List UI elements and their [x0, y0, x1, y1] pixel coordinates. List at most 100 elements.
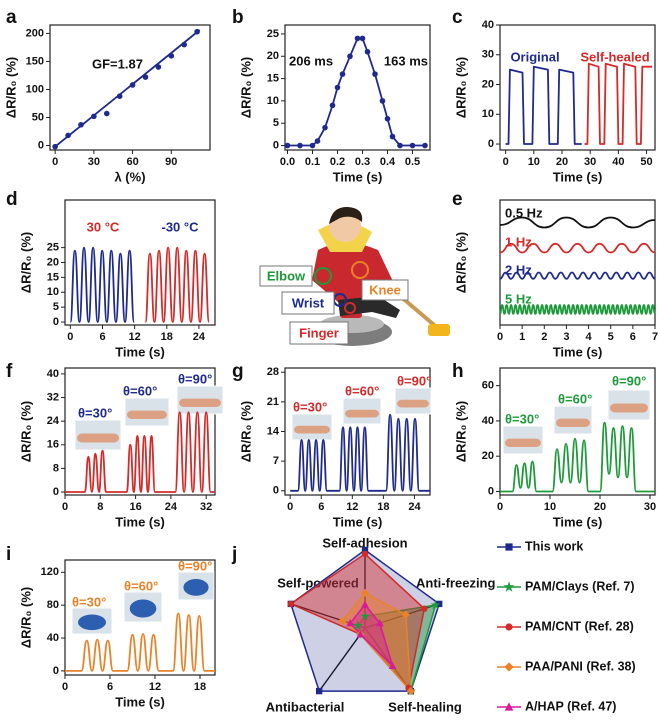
x-tick-label: 0	[67, 331, 73, 343]
elbow-marker	[314, 267, 332, 285]
x-axis-label: Time (s)	[333, 169, 383, 184]
annotation: 206 ms	[289, 53, 333, 68]
y-tick-label: 20	[482, 450, 494, 462]
series-label: -30 °C	[162, 219, 200, 234]
x-axis-label: Time (s)	[115, 514, 165, 529]
marker	[379, 98, 386, 104]
marker	[505, 623, 513, 631]
series-line	[69, 246, 135, 323]
marker	[422, 142, 428, 149]
x-axis-label: Time (s)	[333, 514, 383, 529]
x-tick-label: 0.0	[280, 156, 295, 168]
marker	[359, 35, 366, 42]
x-tick-label: 12	[129, 331, 141, 343]
hair	[329, 206, 363, 224]
x-tick-label: 0	[497, 331, 503, 343]
marker	[297, 142, 303, 149]
y-tick-label: 15	[267, 72, 279, 84]
y-tick-label: 10	[267, 95, 279, 107]
photo-glove	[78, 614, 106, 631]
plot-frame	[64, 367, 216, 496]
series-line	[500, 421, 655, 493]
y-tick-label: 0	[273, 485, 279, 497]
y-tick-label: 25	[47, 242, 59, 254]
radar-axis	[318, 627, 366, 692]
marker	[314, 138, 321, 144]
annotation: GF=1.87	[92, 56, 143, 71]
photo-arm	[505, 438, 541, 447]
marker	[504, 702, 514, 711]
x-tick-label: 0.3	[355, 156, 370, 168]
panel-label: a	[6, 7, 17, 28]
marker	[505, 543, 513, 551]
legend-label: PAM/Clays (Ref. 7)	[525, 579, 635, 593]
x-tick-label: 24	[408, 501, 421, 513]
series-label: Original	[510, 49, 559, 64]
y-tick-label: 200	[26, 27, 44, 39]
marker	[384, 115, 391, 122]
series-line	[499, 271, 656, 280]
marker	[354, 35, 361, 42]
x-axis-label: Time (s)	[115, 694, 165, 709]
panel-label: g	[232, 361, 244, 382]
radar-axis-label: Self-healing	[388, 699, 462, 714]
series-line	[64, 411, 215, 493]
photo-arm	[397, 399, 429, 408]
marker	[375, 619, 384, 627]
marker	[309, 142, 316, 149]
joint-label: Elbow	[267, 268, 306, 283]
label-box	[281, 291, 335, 315]
x-tick-label: 0.1	[305, 156, 320, 168]
y-tick-label: 5	[273, 117, 279, 129]
photo-arm	[77, 433, 119, 443]
y-tick-label: 16	[47, 439, 59, 451]
y-tick-label: 20	[47, 256, 59, 268]
y-tick-label: 40	[482, 19, 494, 31]
panel-label: j	[231, 544, 237, 565]
x-tick-label: 16	[129, 501, 141, 513]
y-axis-label: ΔR/R₀ (%)	[18, 401, 33, 462]
y-tick-label: 150	[26, 55, 44, 67]
radar-axis-label: Anti-freezing	[416, 575, 496, 590]
radar-axis-label: Self-powered	[277, 575, 359, 590]
illustration: Elbow Wrist Knee Finger	[259, 206, 450, 346]
x-tick-label: 6	[318, 501, 324, 513]
y-tick-label: 0	[53, 665, 59, 677]
x-axis-label: Time (s)	[553, 344, 603, 359]
x-axis-label: λ (%)	[114, 169, 145, 184]
series-line	[499, 304, 656, 315]
plot-frame	[49, 24, 211, 151]
marker	[361, 546, 369, 554]
x-tick-label: 90	[165, 156, 177, 168]
y-tick-label: 100	[26, 83, 44, 95]
y-tick-label: 40	[47, 368, 59, 380]
annotation: θ=90°	[178, 558, 212, 573]
knee-marker	[351, 261, 369, 279]
photo-arm	[556, 418, 590, 427]
x-tick-label: 6	[630, 331, 636, 343]
photo-arm	[179, 398, 221, 407]
series-label: 1 Hz	[505, 234, 532, 249]
y-tick-label: 28	[267, 366, 279, 378]
marker	[356, 630, 365, 638]
x-tick-label: 6	[107, 681, 113, 693]
y-tick-label: 0	[53, 316, 59, 328]
x-tick-label: 0	[287, 501, 293, 513]
y-tick-label: 32	[47, 391, 59, 403]
y-axis-label: ΔR/R₀ (%)	[453, 232, 468, 293]
marker	[155, 64, 162, 70]
marker	[346, 619, 355, 627]
joint-label: Finger	[299, 325, 339, 340]
y-tick-label: 14	[267, 425, 280, 437]
marker	[103, 110, 110, 117]
legend-label: PAM/CNT (Ref. 28)	[525, 619, 634, 633]
annotation: θ=60°	[345, 383, 379, 398]
annotation: θ=30°	[78, 405, 112, 420]
y-tick-label: 50	[32, 111, 44, 123]
marker	[334, 84, 341, 91]
x-tick-label: 12	[346, 501, 358, 513]
y-tick-label: 120	[41, 566, 59, 578]
x-tick-label: 18	[161, 331, 173, 343]
